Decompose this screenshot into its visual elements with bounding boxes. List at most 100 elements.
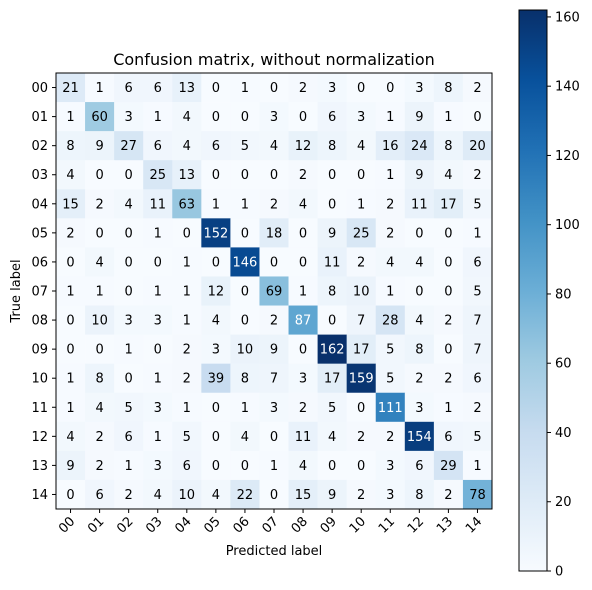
heatmap-cell	[114, 305, 144, 335]
heatmap-cell	[317, 73, 347, 103]
cell-value: 69	[266, 285, 283, 300]
cell-value: 1	[154, 430, 162, 445]
heatmap-cell	[375, 276, 406, 306]
cell-value: 2	[444, 314, 452, 329]
heatmap-cell	[201, 479, 231, 510]
cell-value: 1	[125, 343, 133, 358]
heatmap-cell	[288, 218, 318, 248]
heatmap-cell	[404, 392, 435, 423]
heatmap-cell	[462, 305, 493, 335]
heatmap-cell	[433, 334, 464, 364]
cell-value: 8	[241, 372, 249, 387]
y-tick-label: 09	[31, 343, 48, 358]
cell-value: 1	[299, 285, 307, 300]
heatmap-cell	[56, 218, 86, 248]
heatmap-cell	[404, 73, 435, 103]
heatmap-cell	[346, 392, 377, 423]
cell-value: 1	[473, 226, 481, 241]
chart-title: Confusion matrix, without normalization	[113, 50, 435, 69]
cell-value: 2	[473, 81, 481, 96]
cell-value: 4	[66, 430, 74, 445]
cell-value: 1	[66, 372, 74, 387]
heatmap-cell	[288, 479, 318, 510]
heatmap-cell	[56, 160, 86, 190]
heatmap-cell	[114, 392, 144, 423]
cell-value: 17	[324, 372, 341, 387]
cell-value: 4	[444, 168, 452, 183]
cell-value: 0	[444, 226, 452, 241]
cell-value: 4	[183, 139, 191, 154]
cell-value: 0	[444, 343, 452, 358]
cell-value: 1	[444, 110, 452, 125]
heatmap-cell	[143, 305, 173, 335]
heatmap-cell	[85, 305, 115, 335]
cell-value: 11	[149, 197, 166, 212]
heatmap-cell	[259, 189, 289, 219]
heatmap-cell	[114, 102, 144, 132]
cell-value: 1	[270, 459, 278, 474]
cell-value: 0	[299, 110, 307, 125]
heatmap-cell	[404, 334, 435, 364]
heatmap-cell	[462, 479, 493, 510]
heatmap-cell	[317, 392, 347, 423]
heatmap-cell	[375, 363, 406, 394]
cell-value: 159	[349, 372, 374, 387]
heatmap-cell	[230, 363, 260, 394]
heatmap-cell	[230, 189, 260, 219]
heatmap-cell	[317, 363, 347, 394]
heatmap-cell	[143, 247, 173, 277]
heatmap-cell	[375, 450, 406, 481]
cell-value: 0	[154, 343, 162, 358]
heatmap-cell	[201, 73, 231, 103]
cell-value: 3	[270, 401, 278, 416]
heatmap-cell	[201, 276, 231, 306]
cell-value: 4	[95, 255, 103, 270]
cell-value: 1	[183, 314, 191, 329]
cell-value: 21	[62, 81, 79, 96]
cell-value: 8	[95, 372, 103, 387]
cell-value: 0	[125, 226, 133, 241]
cell-value: 2	[95, 459, 103, 474]
heatmap-cell	[317, 102, 347, 132]
heatmap-cell	[346, 450, 377, 481]
cell-value: 2	[299, 168, 307, 183]
cell-value: 0	[473, 110, 481, 125]
heatmap-cell	[346, 160, 377, 190]
cell-value: 6	[125, 430, 133, 445]
heatmap-cell	[172, 421, 202, 452]
cell-value: 5	[473, 285, 481, 300]
heatmap-cell	[375, 392, 406, 423]
cell-value: 1	[183, 401, 191, 416]
cell-value: 154	[407, 430, 432, 445]
cell-value: 1	[386, 168, 394, 183]
cell-value: 87	[295, 314, 312, 329]
cell-value: 27	[120, 139, 137, 154]
heatmap-cell	[375, 73, 406, 103]
x-tick-label: 12	[405, 514, 427, 536]
heatmap-cell	[288, 450, 318, 481]
cell-value: 4	[299, 197, 307, 212]
cell-value: 10	[179, 488, 196, 503]
cell-value: 1	[212, 197, 220, 212]
x-tick-label: 07	[260, 514, 282, 536]
heatmap-cell	[462, 276, 493, 306]
heatmap-cell	[56, 305, 86, 335]
cell-value: 5	[241, 139, 249, 154]
heatmap-cell	[317, 479, 347, 510]
heatmap-cell	[317, 334, 347, 364]
cell-value: 4	[241, 430, 249, 445]
cell-value: 4	[299, 459, 307, 474]
cell-value: 4	[125, 197, 133, 212]
cell-value: 4	[415, 314, 423, 329]
heatmap-cell	[56, 102, 86, 132]
y-tick-label: 01	[31, 110, 48, 125]
cell-value: 1	[183, 285, 191, 300]
y-tick-label: 14	[31, 488, 48, 503]
cell-value: 3	[386, 488, 394, 503]
cell-value: 5	[328, 401, 336, 416]
heatmap-cell	[433, 363, 464, 394]
cell-value: 0	[270, 81, 278, 96]
heatmap-cell	[85, 479, 115, 510]
cell-value: 0	[95, 168, 103, 183]
heatmap-cell	[317, 131, 347, 161]
